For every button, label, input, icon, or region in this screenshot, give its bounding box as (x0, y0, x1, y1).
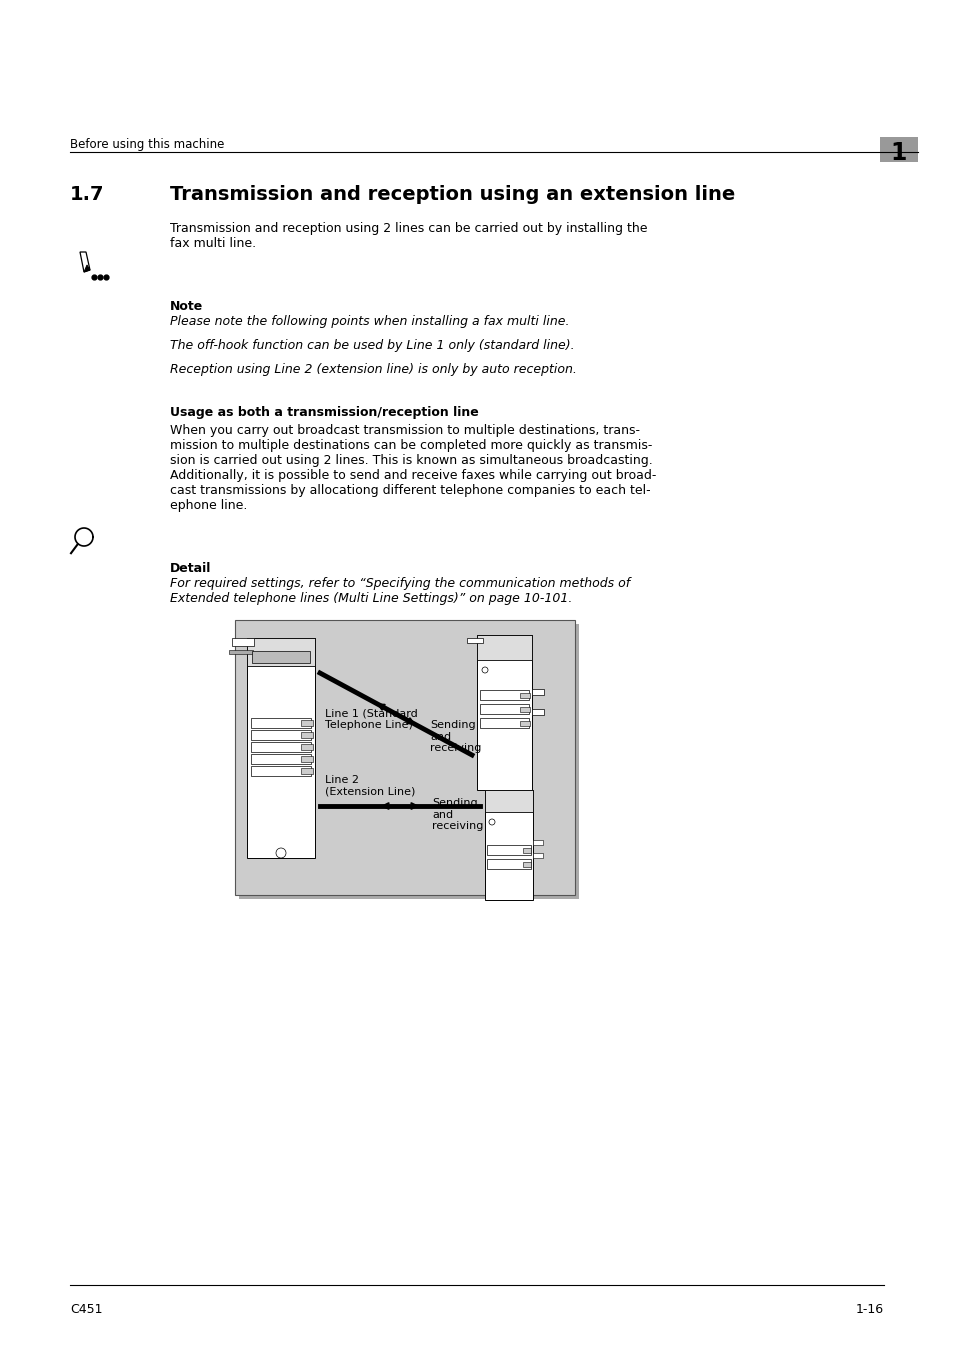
Bar (251, 718, 311, 728)
Bar (247, 639, 314, 859)
Text: Transmission and reception using 2 lines can be carried out by installing the: Transmission and reception using 2 lines… (170, 221, 647, 235)
Bar (232, 639, 253, 647)
Bar (234, 620, 575, 895)
Bar (301, 756, 313, 761)
Bar (486, 859, 531, 869)
Bar (467, 639, 482, 643)
Bar (522, 848, 531, 853)
Bar (519, 721, 530, 726)
Bar (229, 649, 253, 653)
Text: 1.7: 1.7 (70, 185, 105, 204)
Bar (879, 136, 917, 162)
Text: mission to multiple destinations can be completed more quickly as transmis-: mission to multiple destinations can be … (170, 439, 652, 452)
Bar (247, 639, 314, 666)
Bar (486, 845, 531, 855)
Bar (484, 790, 533, 811)
Bar (301, 732, 313, 738)
Text: C451: C451 (70, 1303, 102, 1316)
Text: Reception using Line 2 (extension line) is only by auto reception.: Reception using Line 2 (extension line) … (170, 363, 577, 377)
Bar (533, 840, 542, 845)
Text: Additionally, it is possible to send and receive faxes while carrying out broad-: Additionally, it is possible to send and… (170, 468, 656, 482)
Text: 1-16: 1-16 (855, 1303, 883, 1316)
Bar (479, 690, 529, 701)
Bar (251, 765, 311, 776)
Bar (239, 624, 578, 899)
Bar (251, 743, 311, 752)
Text: Detail: Detail (170, 562, 212, 575)
Bar (252, 651, 310, 663)
Text: Extended telephone lines (Multi Line Settings)” on page 10-101.: Extended telephone lines (Multi Line Set… (170, 593, 572, 605)
Bar (479, 718, 529, 728)
Circle shape (275, 848, 286, 859)
Text: Please note the following points when installing a fax multi line.: Please note the following points when in… (170, 315, 569, 328)
Polygon shape (84, 265, 90, 271)
Text: fax multi line.: fax multi line. (170, 238, 255, 250)
Circle shape (489, 819, 495, 825)
Bar (532, 688, 543, 695)
Text: Sending
and
receiving: Sending and receiving (430, 720, 481, 753)
Text: Usage as both a transmission/reception line: Usage as both a transmission/reception l… (170, 406, 478, 418)
Text: Transmission and reception using an extension line: Transmission and reception using an exte… (170, 185, 735, 204)
Bar (476, 634, 532, 660)
Text: cast transmissions by allocationg different telephone companies to each tel-: cast transmissions by allocationg differ… (170, 485, 650, 497)
Text: Line 1 (Standard
Telephone Line): Line 1 (Standard Telephone Line) (325, 707, 417, 729)
Text: sion is carried out using 2 lines. This is known as simultaneous broadcasting.: sion is carried out using 2 lines. This … (170, 454, 652, 467)
Bar (519, 707, 530, 711)
Text: Line 2
(Extension Line): Line 2 (Extension Line) (325, 775, 415, 796)
Text: Note: Note (170, 300, 203, 313)
Bar (476, 634, 532, 790)
Bar (301, 744, 313, 751)
Text: Before using this machine: Before using this machine (70, 138, 224, 151)
Bar (301, 720, 313, 726)
Text: For required settings, refer to “Specifying the communication methods of: For required settings, refer to “Specify… (170, 576, 630, 590)
Bar (479, 703, 529, 714)
Bar (533, 853, 542, 859)
Bar (522, 863, 531, 867)
Bar (532, 709, 543, 716)
Circle shape (481, 667, 488, 674)
Bar (251, 730, 311, 740)
Text: The off-hook function can be used by Line 1 only (standard line).: The off-hook function can be used by Lin… (170, 339, 574, 352)
Text: When you carry out broadcast transmission to multiple destinations, trans-: When you carry out broadcast transmissio… (170, 424, 639, 437)
Text: 1: 1 (890, 140, 906, 165)
Bar (251, 755, 311, 764)
Text: Sending
and
receiving: Sending and receiving (432, 798, 483, 832)
Bar (484, 790, 533, 900)
Text: ephone line.: ephone line. (170, 500, 247, 512)
Bar (519, 693, 530, 698)
Bar (301, 768, 313, 774)
